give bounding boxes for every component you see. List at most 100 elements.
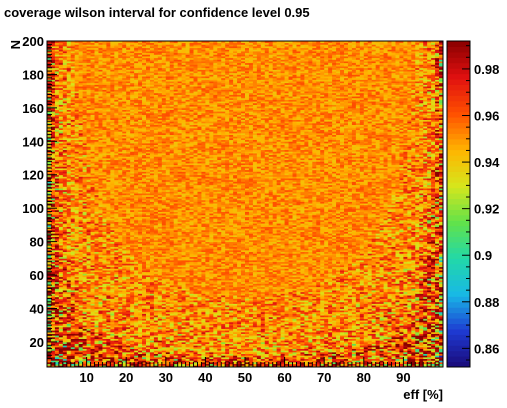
heatmap-cell [70,196,76,199]
heatmap-cell [66,320,72,323]
heatmap-cell [74,315,80,318]
heatmap-cell [66,49,72,52]
heatmap-cell [82,79,87,82]
heatmap-cell [74,248,80,251]
heatmap-cell [62,265,68,268]
heatmap-cell [82,69,87,72]
heatmap-cell [70,69,76,72]
heatmap-cell [58,350,64,353]
heatmap-cell [86,154,91,157]
heatmap-cell [47,275,52,278]
heatmap-cell [62,295,68,298]
heatmap-cell [62,204,68,207]
heatmap-cell [58,76,64,79]
heatmap-cell [74,251,80,254]
heatmap-cell [66,301,72,304]
heatmap-cell [66,214,72,217]
heatmap-cell [54,331,60,334]
heatmap-cell [50,204,56,207]
heatmap-cell [70,295,76,298]
heatmap-cell [58,153,64,156]
heatmap-cell [70,278,76,281]
heatmap-cell [54,216,60,219]
heatmap-cell [78,42,84,45]
heatmap-cell [58,47,64,50]
heatmap-cell [66,278,72,281]
heatmap-cell [70,335,76,338]
heatmap-cell [54,129,60,132]
heatmap-cell [58,313,64,316]
heatmap-cell [50,303,56,306]
heatmap-cell [54,181,60,184]
heatmap-cell [86,363,91,366]
heatmap-cell [58,134,64,137]
heatmap-cell [58,97,64,100]
heatmap-cell [47,228,52,231]
heatmap-cell [86,47,91,50]
heatmap-cell [58,246,64,249]
heatmap-cell [86,300,91,303]
heatmap-cell [50,59,56,62]
heatmap-cell [82,166,87,169]
heatmap-cell [58,341,64,344]
heatmap-cell [58,363,64,366]
heatmap-cell [54,76,60,79]
heatmap-cell [62,168,68,171]
heatmap-cell [78,44,84,47]
heatmap-cell [62,49,68,52]
heatmap-cell [86,76,91,79]
heatmap-cell [66,171,72,174]
heatmap-cell [50,99,56,102]
heatmap-cell [74,114,80,117]
heatmap-cell [50,79,56,82]
heatmap-cell [54,42,60,45]
heatmap-cell [70,273,76,276]
heatmap-cell [50,116,56,119]
heatmap-cell [86,164,91,167]
heatmap-cell [82,238,87,241]
heatmap-cell [82,107,87,110]
heatmap-cell [54,206,60,209]
heatmap-cell [62,301,68,304]
heatmap-cell [70,256,76,259]
heatmap-cell [74,76,80,79]
heatmap-cell [54,188,60,191]
heatmap-cell [47,256,52,259]
heatmap-cell [90,351,95,355]
heatmap-cell [70,224,76,227]
heatmap-cell [54,320,60,323]
heatmap-cell [50,67,56,70]
heatmap-cell [62,234,68,237]
heatmap-cell [74,109,80,112]
heatmap-cell [74,365,80,368]
heatmap-cell [66,305,72,308]
heatmap-cell [62,42,68,45]
heatmap-cell [58,41,64,44]
heatmap-cell [86,219,91,222]
heatmap-cell [66,254,72,258]
heatmap-cell [58,56,64,59]
heatmap-cell [78,234,84,237]
heatmap-cell [82,59,87,62]
heatmap-cell [66,261,72,264]
heatmap-cell [78,171,84,174]
heatmap-cell [78,346,84,350]
heatmap-cell [47,231,52,234]
heatmap-cell [50,51,56,54]
heatmap-cell [66,161,72,164]
heatmap-cell [47,89,52,92]
heatmap-cell [86,221,91,224]
heatmap-cell [58,331,64,334]
heatmap-cell [86,121,91,124]
heatmap-cell [62,64,68,67]
heatmap-cell [86,191,91,194]
heatmap-cell [78,270,84,273]
heatmap-cell [86,306,91,309]
heatmap-cell [86,137,91,141]
heatmap-cell [50,134,56,137]
heatmap-cell [66,89,72,92]
heatmap-cell [50,44,56,47]
heatmap-cell [47,224,52,227]
heatmap-cell [86,51,91,54]
heatmap-cell [70,144,76,147]
